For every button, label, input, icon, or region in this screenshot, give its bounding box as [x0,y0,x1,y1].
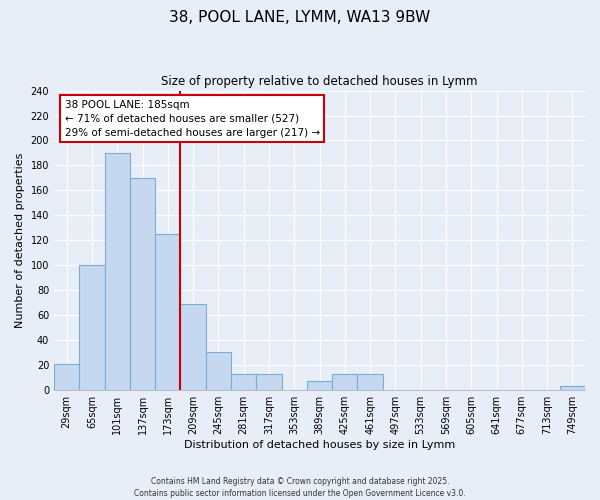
Bar [256,374,281,390]
Y-axis label: Number of detached properties: Number of detached properties [15,152,25,328]
Bar [332,374,358,390]
Bar [155,234,181,390]
X-axis label: Distribution of detached houses by size in Lymm: Distribution of detached houses by size … [184,440,455,450]
Bar [560,386,585,390]
Bar [130,178,155,390]
Bar [307,382,332,390]
Text: 38 POOL LANE: 185sqm
← 71% of detached houses are smaller (527)
29% of semi-deta: 38 POOL LANE: 185sqm ← 71% of detached h… [65,100,320,138]
Text: 38, POOL LANE, LYMM, WA13 9BW: 38, POOL LANE, LYMM, WA13 9BW [169,10,431,25]
Bar [54,364,79,390]
Title: Size of property relative to detached houses in Lymm: Size of property relative to detached ho… [161,75,478,88]
Bar [358,374,383,390]
Bar [79,266,104,390]
Bar [206,352,231,390]
Bar [181,304,206,390]
Bar [231,374,256,390]
Bar [104,153,130,390]
Text: Contains HM Land Registry data © Crown copyright and database right 2025.
Contai: Contains HM Land Registry data © Crown c… [134,476,466,498]
